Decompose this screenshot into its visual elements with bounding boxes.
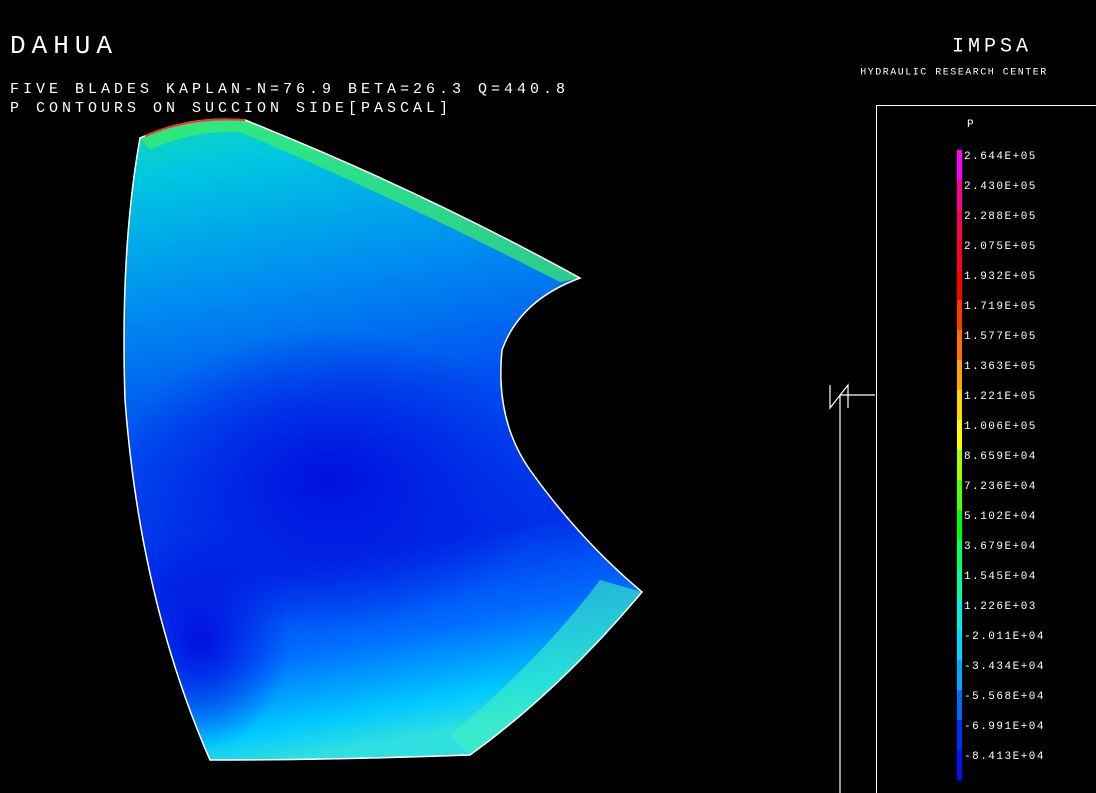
legend-swatch	[957, 300, 962, 331]
legend-label: 1.006E+05	[964, 421, 1037, 433]
legend-label: -8.413E+04	[964, 751, 1045, 763]
subtitle: FIVE BLADES KAPLAN-N=76.9 BETA=26.3 Q=44…	[10, 81, 569, 98]
screen: DAHUA FIVE BLADES KAPLAN-N=76.9 BETA=26.…	[0, 0, 1096, 793]
legend-swatch	[957, 210, 962, 241]
legend-swatch	[957, 450, 962, 481]
legend-swatch	[957, 630, 962, 661]
legend-swatch	[957, 720, 962, 751]
legend-swatch	[957, 480, 962, 511]
legend-label: 2.075E+05	[964, 241, 1037, 253]
description: P CONTOURS ON SUCCION SIDE[PASCAL]	[10, 100, 452, 117]
legend-swatch	[957, 180, 962, 211]
legend-label: -2.011E+04	[964, 631, 1045, 643]
legend-swatch	[957, 240, 962, 271]
legend-title: P	[967, 119, 975, 131]
legend-swatch	[957, 690, 962, 721]
legend-label: 7.236E+04	[964, 481, 1037, 493]
legend-swatch	[957, 150, 962, 181]
legend-label: 2.644E+05	[964, 151, 1037, 163]
organization: IMPSA	[952, 35, 1032, 58]
legend-label: 1.226E+03	[964, 601, 1037, 613]
legend-swatch	[957, 600, 962, 631]
legend-swatch	[957, 570, 962, 601]
legend-label: 1.363E+05	[964, 361, 1037, 373]
legend-label: -3.434E+04	[964, 661, 1045, 673]
title: DAHUA	[10, 31, 118, 61]
legend-swatch	[957, 330, 962, 361]
legend-swatch	[957, 660, 962, 691]
legend-label: -6.991E+04	[964, 721, 1045, 733]
legend-swatch	[957, 420, 962, 451]
legend-label: 1.719E+05	[964, 301, 1037, 313]
legend-label: 2.430E+05	[964, 181, 1037, 193]
legend-label: 1.221E+05	[964, 391, 1037, 403]
legend-swatch	[957, 510, 962, 541]
legend-label: 8.659E+04	[964, 451, 1037, 463]
department: HYDRAULIC RESEARCH CENTER	[860, 68, 1048, 79]
legend-label: 2.288E+05	[964, 211, 1037, 223]
legend-label: -5.568E+04	[964, 691, 1045, 703]
legend-swatch	[957, 270, 962, 301]
legend-label: 1.577E+05	[964, 331, 1037, 343]
legend-swatch	[957, 540, 962, 571]
legend-label: 1.545E+04	[964, 571, 1037, 583]
legend-label: 1.932E+05	[964, 271, 1037, 283]
legend-label: 3.679E+04	[964, 541, 1037, 553]
legend-label: 5.102E+04	[964, 511, 1037, 523]
legend-swatch	[957, 360, 962, 391]
legend-swatch	[957, 390, 962, 421]
legend-swatch	[957, 750, 962, 781]
